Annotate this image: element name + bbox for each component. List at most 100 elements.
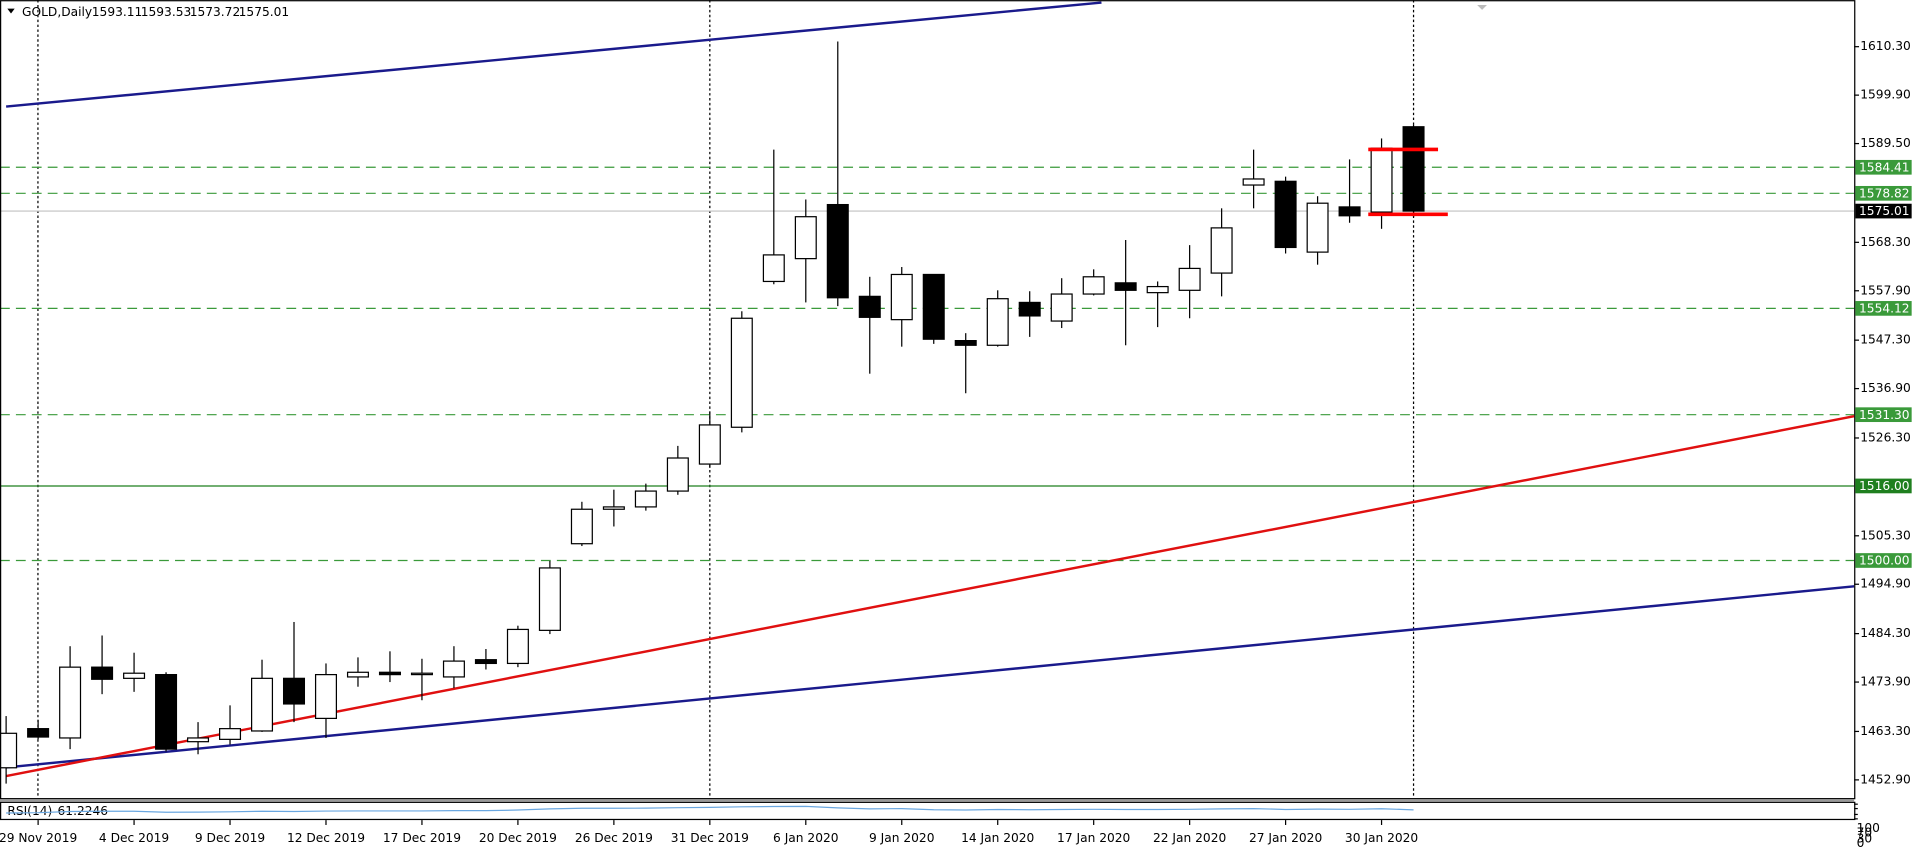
candle-body (1402, 126, 1425, 212)
candle-body (474, 659, 497, 665)
y-tick-label: 1452.90 (1860, 772, 1911, 786)
header-arrow (7, 8, 15, 14)
y-tick-label: 1589.50 (1860, 136, 1911, 150)
header-close: 1575.01 (239, 5, 290, 19)
x-tick-label: 22 Jan 2020 (1153, 831, 1226, 845)
candle-body (1306, 202, 1329, 253)
y-tick-label: 1610.30 (1860, 39, 1911, 53)
candle-body (1146, 285, 1169, 294)
candle-body (59, 666, 82, 739)
rsi-line (6, 805, 1414, 814)
candle-body (219, 728, 242, 740)
level-tag (1855, 301, 1912, 316)
candle-body (27, 728, 50, 738)
candle-body (155, 673, 178, 750)
header-open: 1593.11 (92, 5, 143, 19)
y-tick-label: 1494.90 (1860, 577, 1911, 591)
y-tick-label: 1505.30 (1860, 528, 1911, 542)
plot-frame (0, 0, 1856, 800)
candle-body (1242, 178, 1265, 186)
candle-body (410, 672, 433, 676)
candle-body (442, 660, 465, 678)
candle-body (282, 677, 306, 705)
x-tick-label: 14 Jan 2020 (961, 831, 1034, 845)
x-tick-label: 30 Jan 2020 (1345, 831, 1418, 845)
level-tag (1855, 407, 1912, 423)
x-tick-label: 31 Dec 2019 (671, 831, 749, 845)
candle-body (986, 298, 1009, 346)
header-high: 1593.53 (141, 5, 192, 19)
x-tick-label: 9 Jan 2020 (869, 831, 934, 845)
candle-body (0, 732, 18, 769)
y-tick-label: 1547.30 (1860, 333, 1911, 347)
candle-body (123, 672, 146, 679)
level-label: 1500.00 (1859, 554, 1910, 568)
level-tag (1855, 159, 1912, 175)
x-tick-label: 4 Dec 2019 (99, 831, 169, 845)
candle-body (187, 737, 210, 743)
level-label: 1516.00 (1859, 479, 1910, 493)
rsi-tick-label: 100 (1857, 821, 1880, 835)
candle-body (1274, 180, 1297, 249)
candle-body (1018, 301, 1041, 317)
y-tick-label: 1484.30 (1860, 626, 1911, 640)
candle-body (251, 677, 274, 732)
candle-body (602, 506, 625, 510)
candle-body (730, 317, 753, 428)
candle-body (954, 340, 977, 346)
rsi-frame (0, 801, 1856, 821)
level-label: 1554.12 (1859, 301, 1910, 315)
x-tick-label: 17 Jan 2020 (1057, 831, 1130, 845)
x-tick-label: 29 Nov 2019 (0, 831, 77, 845)
trend-line (6, 1, 1102, 108)
x-tick-label: 12 Dec 2019 (287, 831, 365, 845)
rsi-tick-label: 70 (1857, 826, 1873, 840)
candle-body (91, 666, 114, 680)
candle-body (506, 628, 529, 665)
level-label: 1531.30 (1859, 408, 1910, 422)
y-tick-label: 1463.30 (1860, 724, 1911, 738)
candle-body (762, 254, 785, 283)
level-label: 1578.82 (1859, 186, 1910, 200)
x-tick-label: 6 Jan 2020 (773, 831, 838, 845)
candle-body (1210, 227, 1233, 274)
candle-body (346, 671, 369, 678)
y-tick-label: 1473.90 (1860, 675, 1911, 689)
candle-body (890, 273, 913, 321)
candle-body (378, 671, 401, 676)
candle-body (1338, 206, 1361, 217)
candle-body (538, 567, 561, 631)
header-low: 1573.72 (190, 5, 241, 19)
candle-body (634, 490, 657, 508)
candle-body (794, 216, 817, 260)
y-tick-label: 1568.30 (1860, 235, 1911, 249)
candle-body (1050, 293, 1073, 322)
candle-body (1082, 276, 1105, 295)
candle-body (1370, 147, 1393, 213)
candle-body (666, 457, 689, 492)
level-tag (1855, 185, 1912, 201)
candle-body (858, 295, 881, 318)
y-tick-label: 1536.90 (1860, 381, 1911, 395)
price-label: 1575.01 (1859, 204, 1910, 218)
shift-marker (1477, 4, 1487, 10)
trend-line (5, 415, 1855, 778)
y-tick-label: 1557.90 (1860, 283, 1911, 297)
x-tick-label: 20 Dec 2019 (479, 831, 557, 845)
x-tick-label: 27 Jan 2020 (1249, 831, 1322, 845)
candle-body (1178, 267, 1201, 291)
candle-body (922, 273, 945, 340)
candle-body (826, 203, 849, 299)
level-label: 1584.41 (1859, 160, 1910, 174)
price-tag (1855, 203, 1912, 219)
candle-body (1114, 282, 1137, 291)
candle-body (570, 508, 593, 545)
x-tick-label: 9 Dec 2019 (195, 831, 265, 845)
trend-line (5, 585, 1855, 769)
rsi-name: RSI(14) (7, 804, 52, 818)
level-tag (1855, 478, 1912, 494)
symbol: GOLD,Daily (22, 5, 92, 19)
